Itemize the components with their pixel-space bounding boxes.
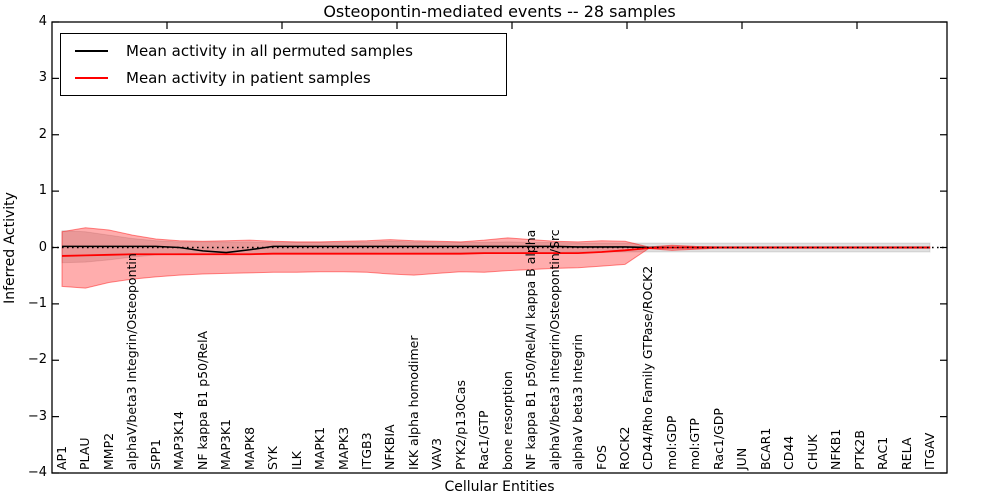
y-tick-label: −2 <box>27 352 47 368</box>
x-tick-label: ITGB3 <box>358 432 374 470</box>
x-tick-label: CD44 <box>781 435 797 470</box>
x-tick-label: Rac1/GDP <box>710 408 726 470</box>
x-tick-label: alphaV beta3 Integrin <box>570 334 586 470</box>
y-tick-label: −4 <box>27 465 47 480</box>
x-tick-label: ILK <box>288 451 304 470</box>
x-tick-label: alphaV/beta3 Integrin/Osteopontin <box>124 253 140 470</box>
patient-mean-line <box>61 246 930 257</box>
x-axis-label: Cellular Entities <box>444 479 555 495</box>
x-tick-label: NF kappa B1 p50/RelA <box>194 330 210 470</box>
y-tick-label: 1 <box>38 183 47 199</box>
x-tick-label: MAP3K14 <box>171 411 187 470</box>
y-tick-label: −3 <box>27 408 47 424</box>
x-tick-label: alphaV/beta3 Integrin/Osteopontin/Src <box>546 229 562 470</box>
legend: Mean activity in all permuted samples Me… <box>60 33 507 96</box>
y-tick-label: 3 <box>38 70 47 86</box>
x-tick-label: NFKB1 <box>828 428 844 470</box>
x-tick-label: BCAR1 <box>757 427 773 470</box>
x-tick-label: RAC1 <box>875 436 891 470</box>
x-tick-label: MMP2 <box>100 432 116 470</box>
x-tick-label: ROCK2 <box>617 426 633 470</box>
patient-line-swatch <box>75 76 108 79</box>
patient-samples-range-band <box>61 227 931 289</box>
x-tick-label: CHUK <box>804 434 820 470</box>
x-tick-label: MAP3K1 <box>218 419 234 470</box>
x-tick-label: CD44/Rho Family GTPase/ROCK2 <box>640 265 656 470</box>
legend-label-permuted: Mean activity in all permuted samples <box>126 42 413 61</box>
legend-label-patient: Mean activity in patient samples <box>126 68 371 87</box>
x-tick-label: bone resorption <box>499 371 515 470</box>
x-tick-label: IKK alpha homodimer <box>405 335 421 471</box>
legend-entry-permuted: Mean activity in all permuted samples <box>61 42 506 60</box>
x-tick-label: FOS <box>593 445 609 470</box>
x-tick-label: SYK <box>265 446 281 470</box>
y-tick-label: 0 <box>38 239 47 255</box>
x-tick-label: MAPK8 <box>241 426 257 470</box>
x-tick-label: SPP1 <box>147 439 163 470</box>
permuted-line-swatch <box>75 50 108 53</box>
x-tick-label: MAPK3 <box>335 426 351 470</box>
x-tick-label: MAPK1 <box>312 426 328 470</box>
x-tick-label: JUN <box>734 447 750 470</box>
y-tick-label: 4 <box>38 14 47 29</box>
x-tick-label: NF kappa B1 p50/RelA/I kappa B alpha <box>523 229 539 470</box>
y-tick-label: −1 <box>27 295 47 311</box>
x-tick-label: mol:GDP <box>663 415 679 470</box>
x-tick-label: mol:GTP <box>687 418 703 470</box>
x-tick-label: RELA <box>898 437 914 470</box>
x-tick-label: PTK2B <box>851 430 867 470</box>
legend-entry-patient: Mean activity in patient samples <box>61 69 506 87</box>
chart-title: Osteopontin-mediated events -- 28 sample… <box>323 2 676 21</box>
x-tick-label: AP1 <box>54 445 69 470</box>
x-tick-label: NFKBIA <box>382 424 398 470</box>
x-tick-label: Rac1/GTP <box>476 410 492 470</box>
x-tick-label: PLAU <box>77 437 93 471</box>
x-tick-label: ITGAV <box>922 432 937 470</box>
x-tick-label: PYK2/p130Cas <box>452 380 468 470</box>
y-tick-label: 2 <box>38 126 47 142</box>
x-tick-label: VAV3 <box>429 437 445 470</box>
